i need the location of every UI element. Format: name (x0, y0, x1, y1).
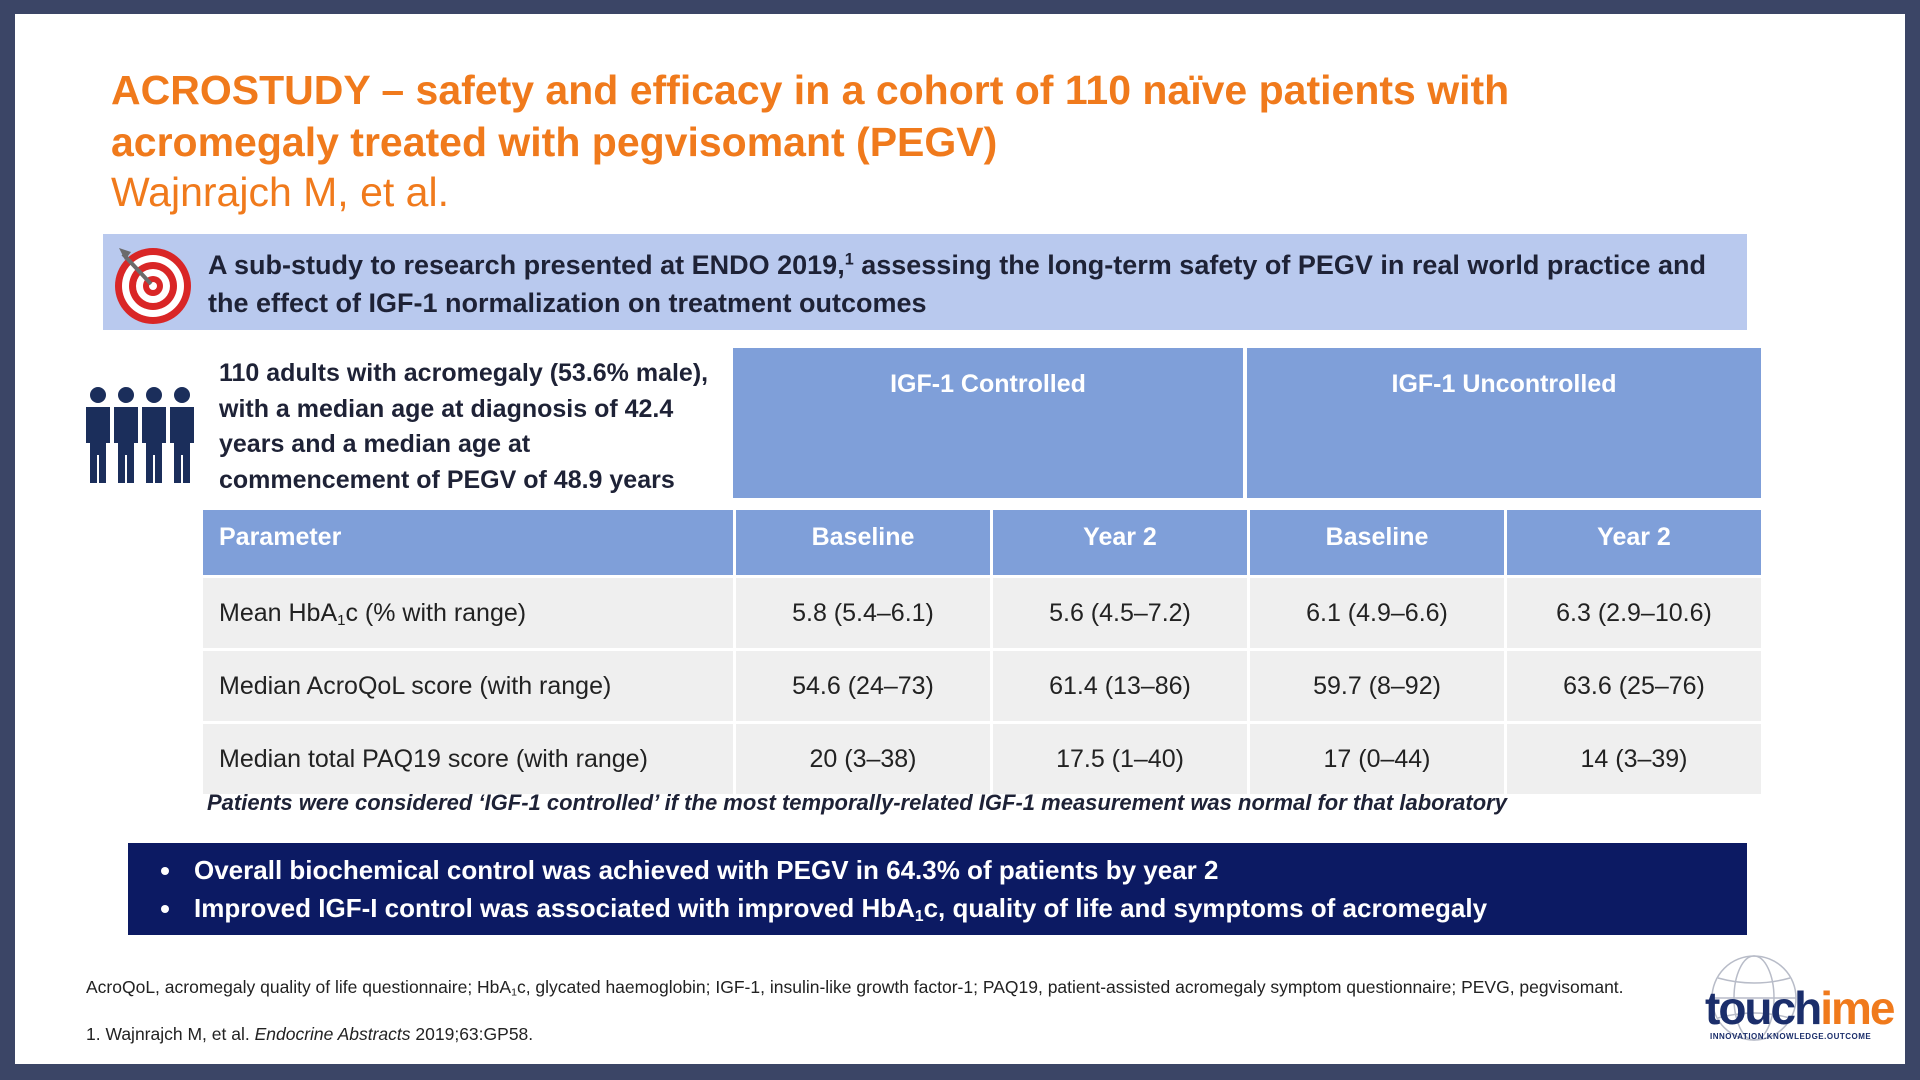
objective-ref: 1 (844, 250, 854, 269)
abbreviations: AcroQoL, acromegaly quality of life ques… (86, 977, 1624, 999)
column-header: Baseline (733, 507, 993, 578)
value-cell: 61.4 (13–86) (990, 648, 1250, 724)
column-header: Year 2 (990, 507, 1250, 578)
group-header-controlled: IGF-1 Controlled (733, 348, 1243, 498)
globe-logo-icon (1711, 955, 1797, 1041)
value-cell: 17 (0–44) (1247, 721, 1507, 797)
people-icon (86, 387, 194, 483)
table-row: Mean HbA1c (% with range) 5.8 (5.4–6.1) … (200, 575, 1764, 651)
objective-text-rest: assessing the long-term safety of PEGV i… (208, 250, 1706, 318)
objective-text: A sub-study to research presented at END… (208, 246, 1728, 322)
table-row: Median total PAQ19 score (with range) 20… (200, 721, 1764, 797)
brand-logo: touchime (1705, 982, 1895, 1034)
table-footnote: Patients were considered ‘IGF-1 controll… (207, 790, 1507, 815)
conclusions-box: Overall biochemical control was achieved… (128, 843, 1747, 935)
group-header-uncontrolled: IGF-1 Uncontrolled (1247, 348, 1761, 498)
value-cell: 5.6 (4.5–7.2) (990, 575, 1250, 651)
brand-tagline: INNOVATION.KNOWLEDGE.OUTCOME (1710, 1032, 1872, 1041)
value-cell: 59.7 (8–92) (1247, 648, 1507, 724)
value-cell: 14 (3–39) (1504, 721, 1764, 797)
value-cell: 17.5 (1–40) (990, 721, 1250, 797)
slide-title: ACROSTUDY – safety and efficacy in a coh… (111, 64, 1611, 168)
param-cell: Median total PAQ19 score (with range) (200, 721, 736, 797)
conclusion-bullet-2: Improved IGF-I control was associated wi… (184, 889, 1747, 927)
param-cell: Mean HbA1c (% with range) (200, 575, 736, 651)
objective-text-main: A sub-study to research presented at END… (208, 250, 845, 280)
column-header: Year 2 (1504, 507, 1764, 578)
objective-banner: A sub-study to research presented at END… (103, 234, 1747, 330)
reference: 1. Wajnrajch M, et al. Endocrine Abstrac… (86, 1024, 534, 1044)
title-line-2: acromegaly treated with pegvisomant (PEG… (111, 119, 998, 165)
conclusion-bullet-1: Overall biochemical control was achieved… (184, 851, 1747, 889)
table-header-row: Parameter Baseline Year 2 Baseline Year … (200, 507, 1764, 578)
value-cell: 6.3 (2.9–10.6) (1504, 575, 1764, 651)
target-icon (115, 248, 191, 324)
value-cell: 63.6 (25–76) (1504, 648, 1764, 724)
table-row: Median AcroQoL score (with range) 54.6 (… (200, 648, 1764, 724)
title-line-1: ACROSTUDY – safety and efficacy in a coh… (111, 67, 1510, 113)
value-cell: 54.6 (24–73) (733, 648, 993, 724)
value-cell: 5.8 (5.4–6.1) (733, 575, 993, 651)
value-cell: 6.1 (4.9–6.6) (1247, 575, 1507, 651)
cohort-description: 110 adults with acromegaly (53.6% male),… (219, 359, 709, 494)
results-table: Parameter Baseline Year 2 Baseline Year … (200, 507, 1764, 797)
column-header: Baseline (1247, 507, 1507, 578)
authors: Wajnrajch M, et al. (111, 169, 449, 215)
column-header: Parameter (200, 507, 736, 578)
param-cell: Median AcroQoL score (with range) (200, 648, 736, 724)
value-cell: 20 (3–38) (733, 721, 993, 797)
